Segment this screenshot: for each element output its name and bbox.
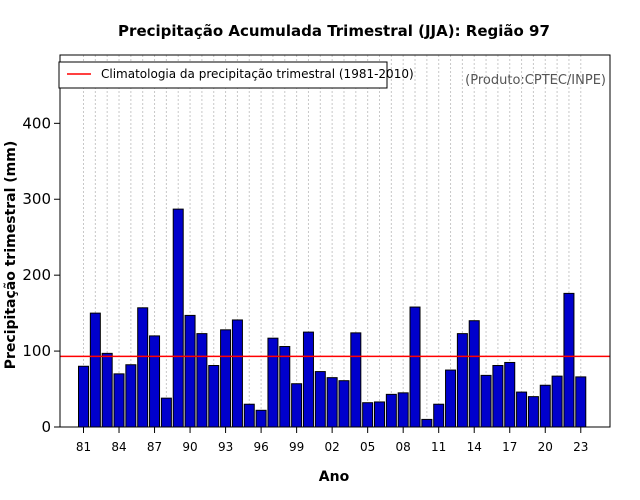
y-tick-label: 300 xyxy=(22,190,51,208)
bar-87 xyxy=(149,335,161,428)
x-tick-label: 99 xyxy=(289,440,304,454)
x-tick-label: 08 xyxy=(396,440,411,454)
x-tick-label: 96 xyxy=(253,440,268,454)
bar-12 xyxy=(445,369,457,428)
bar-83 xyxy=(101,352,113,428)
x-tick-label: 02 xyxy=(324,440,339,454)
credit-text: (Produto:CPTEC/INPE) xyxy=(465,73,606,88)
x-axis-label: Ano xyxy=(319,469,350,485)
x-tick-label: 14 xyxy=(467,440,482,454)
plot-frame xyxy=(59,54,611,428)
bar-23 xyxy=(575,376,587,428)
bar-99 xyxy=(291,383,303,428)
x-tick-label: 05 xyxy=(360,440,375,454)
legend-label: Climatologia da precipitação trimestral … xyxy=(101,67,414,81)
y-tick-label: 0 xyxy=(41,418,51,436)
bar-09 xyxy=(409,306,421,428)
bar-92 xyxy=(208,365,220,428)
x-tick-label: 93 xyxy=(218,440,233,454)
bar-02 xyxy=(326,377,338,428)
x-tick-label: 17 xyxy=(502,440,517,454)
bar-98 xyxy=(279,346,291,428)
x-axis: 81 84 87 90 93 96 99 02 05 08 11 14 17 20 23 xyxy=(76,427,588,454)
x-tick-label: 81 xyxy=(76,440,91,454)
x-tick-label: 90 xyxy=(182,440,197,454)
bar-97 xyxy=(267,337,279,428)
chart-title: Precipitação Acumulada Trimestral (JJA):… xyxy=(118,22,550,40)
bar-04 xyxy=(350,332,362,428)
bar-00 xyxy=(302,331,314,428)
y-tick-label: 200 xyxy=(22,266,51,284)
bar-20 xyxy=(539,384,551,428)
bar-88 xyxy=(160,397,172,428)
bars-layer xyxy=(78,208,587,428)
x-tick-label: 11 xyxy=(431,440,446,454)
bar-01 xyxy=(314,371,326,428)
bar-06 xyxy=(374,401,385,428)
bar-14 xyxy=(468,320,480,428)
bar-13 xyxy=(456,333,468,428)
y-tick-label: 400 xyxy=(22,114,51,132)
x-tick-label: 84 xyxy=(111,440,126,454)
bar-19 xyxy=(527,396,539,428)
bar-03 xyxy=(338,380,350,428)
bar-10 xyxy=(421,418,433,428)
y-axis-label: Precipitação trimestral (mm) xyxy=(3,141,19,369)
bar-22 xyxy=(563,292,575,428)
bar-96 xyxy=(255,409,267,428)
bar-90 xyxy=(184,314,196,428)
bar-11 xyxy=(433,403,445,428)
bar-18 xyxy=(516,391,528,428)
bar-84 xyxy=(113,373,125,428)
x-tick-label: 87 xyxy=(147,440,162,454)
y-axis: 0 100 200 300 400 xyxy=(22,114,60,436)
bar-91 xyxy=(196,333,208,428)
bar-16 xyxy=(492,365,504,428)
bar-07 xyxy=(385,393,397,428)
bar-85 xyxy=(125,364,137,428)
bar-89 xyxy=(172,208,184,428)
bar-21 xyxy=(551,375,563,428)
x-tick-label: 23 xyxy=(573,440,588,454)
bar-93 xyxy=(220,329,232,428)
bar-94 xyxy=(231,319,243,428)
bar-95 xyxy=(243,403,255,428)
x-tick-label: 20 xyxy=(538,440,553,454)
bar-17 xyxy=(504,361,516,428)
bar-81 xyxy=(78,365,89,428)
bar-05 xyxy=(362,402,374,428)
bar-08 xyxy=(397,392,409,428)
legend-box xyxy=(58,61,388,89)
bar-82 xyxy=(89,312,101,428)
bar-86 xyxy=(137,307,149,428)
y-tick-label: 100 xyxy=(22,342,51,360)
legend: Climatologia da precipitação trimestral … xyxy=(58,61,414,89)
bar-15 xyxy=(480,374,492,428)
